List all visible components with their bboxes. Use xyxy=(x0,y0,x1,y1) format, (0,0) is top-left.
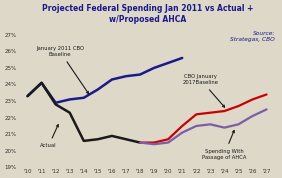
Text: Spending With
Passage of AHCA: Spending With Passage of AHCA xyxy=(202,130,247,159)
Text: January 2011 CBO
Baseline: January 2011 CBO Baseline xyxy=(36,46,89,94)
Text: CBO January
2017Baseline: CBO January 2017Baseline xyxy=(182,74,224,107)
Title: Projected Federal Spending Jan 2011 vs Actual +
w/Proposed AHCA: Projected Federal Spending Jan 2011 vs A… xyxy=(42,4,254,24)
Text: Source:
Strategas, CBO: Source: Strategas, CBO xyxy=(230,31,275,42)
Text: Actual: Actual xyxy=(40,125,58,148)
